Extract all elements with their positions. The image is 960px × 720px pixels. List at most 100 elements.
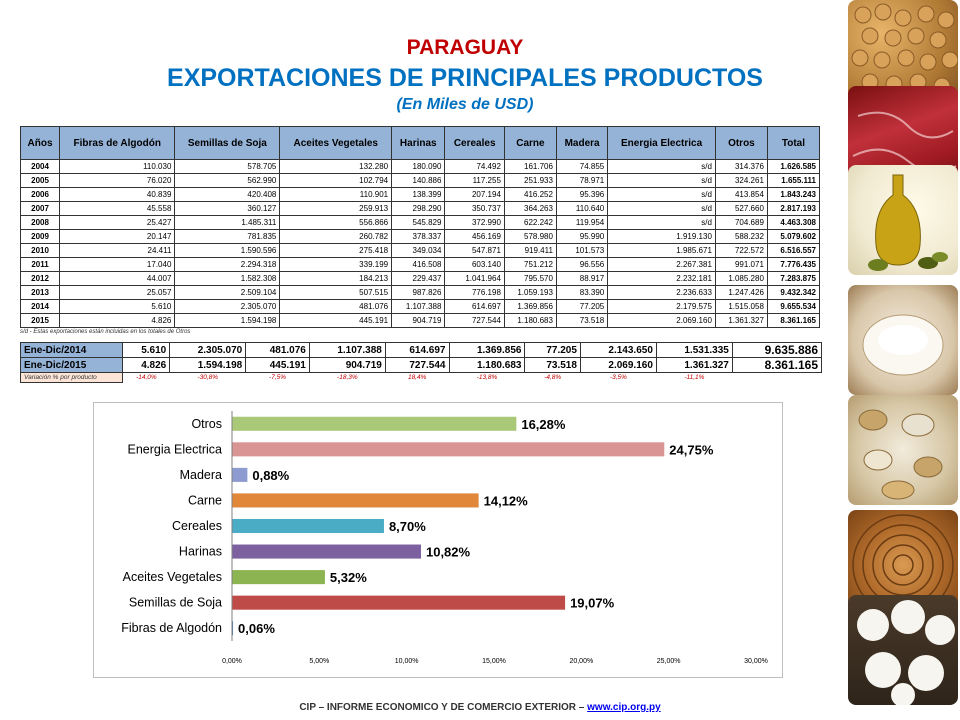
variation-row: Variación % por producto -14,0% -30,8% -7,5… <box>20 372 822 383</box>
table-cell: 117.255 <box>444 173 505 188</box>
x-tick-label: 0,00% <box>222 658 242 665</box>
total-cell: 1.843.243 <box>766 187 821 202</box>
bar <box>232 442 665 457</box>
table-cell: 110.640 <box>555 201 609 216</box>
value-label: 5,32% <box>330 570 367 585</box>
column-header: Harinas <box>391 126 446 160</box>
page-title: EXPORTACIONES DE PRINCIPALES PRODUCTOS <box>167 64 763 92</box>
table-cell: 1.361.327 <box>714 313 768 328</box>
total-cell: 6.516.557 <box>766 243 821 258</box>
category-label: Aceites Vegetales <box>123 570 222 584</box>
table-cell: 17.040 <box>59 257 176 272</box>
bar <box>232 493 479 508</box>
table-cell: 416.252 <box>503 187 557 202</box>
table-cell: s/d <box>607 173 716 188</box>
total-cell: 5.079.602 <box>766 229 821 244</box>
footer-link[interactable]: www.cip.org.py <box>587 702 661 713</box>
column-header: Energia Electrica <box>607 126 716 160</box>
variation-cell: -30,8% <box>197 374 219 382</box>
exports-table: Años Fibras de Algodón Semillas de Soja Ace… <box>19 126 821 328</box>
value-label: 0,88% <box>252 468 289 483</box>
category-label: Carne <box>188 493 222 507</box>
summary-cell: 1.107.388 <box>308 342 386 358</box>
category-label: Semillas de Soja <box>129 596 222 610</box>
table-cell: s/d <box>607 201 716 216</box>
table-cell: 350.737 <box>444 201 505 216</box>
bar <box>232 518 384 534</box>
table-cell: 229.437 <box>391 271 446 286</box>
variation-cell: -13,8% <box>476 374 498 382</box>
table-row: 2011 17.040 2.294.318 339.199 416.508 603.140… <box>19 257 821 272</box>
total-cell: 1.626.585 <box>766 159 821 174</box>
table-cell: 987.826 <box>391 285 446 300</box>
summary-table: Ene-Dic/2014 5.610 2.305.070 481.076 1.107.3… <box>20 342 823 383</box>
table-cell: 588.232 <box>714 229 768 244</box>
x-tick-label: 20,00% <box>569 658 593 665</box>
x-tick-label: 15,00% <box>482 658 506 665</box>
table-cell: 904.719 <box>391 313 446 328</box>
bar <box>232 570 325 585</box>
summary-cell: 4.826 <box>121 357 171 373</box>
table-cell: 251.933 <box>503 173 557 188</box>
year-cell: 2015 <box>19 313 61 328</box>
table-cell: s/d <box>607 159 716 174</box>
table-row: 2005 76.020 562.990 102.794 140.886 117.255 25… <box>19 173 821 188</box>
year-cell: 2006 <box>19 187 61 202</box>
summary-cell: 481.076 <box>245 342 310 358</box>
table-cell: 420.408 <box>174 187 281 202</box>
table-cell: 73.518 <box>555 313 609 328</box>
table-cell: 2.305.070 <box>174 299 281 314</box>
table-cell: 527.660 <box>714 201 768 216</box>
table-cell: 74.855 <box>555 159 609 174</box>
summary-label: Ene-Dic/2014 <box>20 342 123 358</box>
page-subtitle: (En Miles de USD) <box>396 96 534 113</box>
table-cell: 2.236.633 <box>607 285 716 300</box>
year-cell: 2011 <box>19 257 61 272</box>
table-cell: 40.839 <box>59 187 176 202</box>
summary-row: Ene-Dic/2014 5.610 2.305.070 481.076 1.107.3… <box>20 342 823 358</box>
year-cell: 2010 <box>19 243 61 258</box>
table-cell: 4.826 <box>59 313 176 328</box>
table-cell: 138.399 <box>391 187 446 202</box>
table-cell: 25.427 <box>59 215 176 230</box>
table-cell: 5.610 <box>59 299 176 314</box>
table-cell: 45.558 <box>59 201 176 216</box>
bar <box>232 595 566 610</box>
table-row: 2015 4.826 1.594.198 445.191 904.719 727.544 1… <box>19 313 821 328</box>
summary-cell: 1.369.856 <box>448 342 526 358</box>
table-cell: 545.829 <box>391 215 446 230</box>
summary-cell: 8.361.165 <box>731 357 823 373</box>
summary-row: Ene-Dic/2015 4.826 1.594.198 445.191 904.719… <box>20 357 823 373</box>
category-label: Harinas <box>179 545 222 559</box>
table-cell: 2.069.160 <box>607 313 716 328</box>
table-cell: 2.509.104 <box>174 285 281 300</box>
summary-cell: 77.205 <box>524 342 581 358</box>
table-cell: 102.794 <box>279 173 393 188</box>
table-cell: 1.041.964 <box>444 271 505 286</box>
bar <box>232 467 248 482</box>
page-country: PARAGUAY <box>406 36 524 59</box>
summary-cell: 1.361.327 <box>655 357 733 373</box>
variation-cell: -4,8% <box>544 374 562 382</box>
cotton-image <box>848 595 958 705</box>
table-cell: 722.572 <box>714 243 768 258</box>
footer-text: CIP – INFORME ECONOMICO Y DE COMERCIO EX… <box>299 702 588 713</box>
year-cell: 2005 <box>19 173 61 188</box>
table-cell: 1.485.311 <box>174 215 281 230</box>
year-cell: 2004 <box>19 159 61 174</box>
table-cell: 1.919.130 <box>607 229 716 244</box>
table-cell: 1.582.308 <box>174 271 281 286</box>
table-cell: 614.697 <box>444 299 505 314</box>
table-cell: 1.985.671 <box>607 243 716 258</box>
value-label: 10,82% <box>426 545 471 560</box>
table-cell: 74.492 <box>444 159 505 174</box>
category-label: Madera <box>180 468 222 482</box>
cereals-image <box>848 395 958 505</box>
table-row: 2008 25.427 1.485.311 556.866 545.829 372.990… <box>19 215 821 230</box>
table-cell: 1.107.388 <box>391 299 446 314</box>
variation-label: Variación % por producto <box>20 372 123 383</box>
table-cell: 78.971 <box>555 173 609 188</box>
table-row: 2013 25.057 2.509.104 507.515 987.826 776.198… <box>19 285 821 300</box>
table-cell: 2.179.575 <box>607 299 716 314</box>
x-tick-label: 25,00% <box>657 658 681 665</box>
